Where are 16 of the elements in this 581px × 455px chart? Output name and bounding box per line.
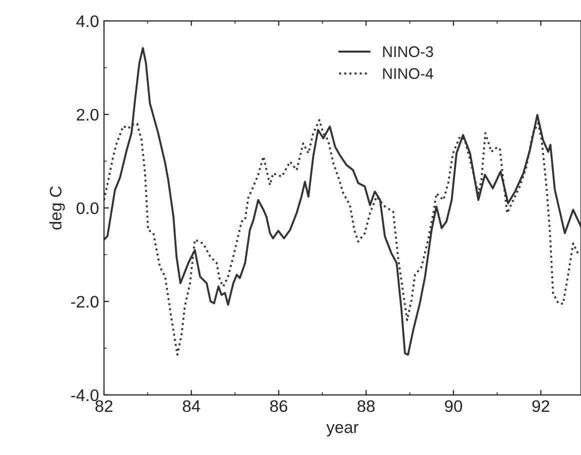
- legend-label: NINO-4: [383, 68, 434, 80]
- x-tick-label: 90: [444, 400, 462, 412]
- line-series: [104, 47, 581, 356]
- y-tick-label: 4.0: [76, 15, 98, 28]
- x-tick-label: 88: [358, 400, 375, 412]
- x-tick-label: 82: [95, 400, 112, 412]
- y-tick-label: -2.0: [71, 296, 98, 308]
- x-tick-label: 86: [270, 400, 288, 412]
- y-tick-label: 2.0: [76, 108, 98, 121]
- y-tick-label: 0.0: [76, 202, 98, 214]
- legend-label: NINO-3: [383, 46, 434, 58]
- x-axis-title: year: [326, 424, 358, 436]
- y-tick-label: -4.0: [71, 389, 98, 402]
- x-tick-label: 92: [532, 400, 550, 412]
- x-tick-label: 84: [182, 400, 200, 412]
- y-axis-title: deg C: [49, 186, 65, 230]
